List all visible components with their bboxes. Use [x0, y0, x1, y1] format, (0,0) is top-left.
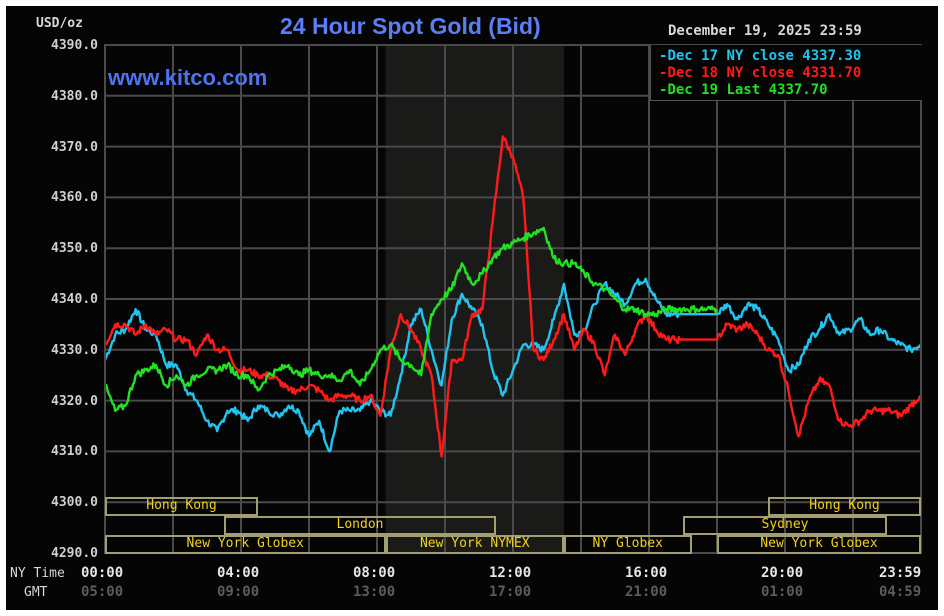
chart-datestamp: December 19, 2025 23:59 — [668, 23, 862, 39]
legend-label: Dec 18 NY close 4331.70 — [667, 65, 862, 81]
x-tick-label-ny: 08:00 — [353, 565, 396, 581]
legend-marker: - — [659, 82, 668, 98]
y-tick-label: 4350.0 — [51, 241, 98, 257]
session-box-new-york-globex — [105, 535, 386, 554]
y-tick-label: 4340.0 — [51, 292, 98, 307]
session-box-hong-kong — [105, 497, 258, 516]
ny-time-row-label: NY Time — [10, 566, 65, 581]
legend-item-dec19: -Dec 19 Last 4337.70 — [659, 82, 828, 98]
session-box-new-york-globex — [717, 535, 921, 554]
legend-marker: - — [659, 48, 668, 64]
x-tick-label-ny: 20:00 — [761, 565, 804, 581]
x-tick-label-gmt: 17:00 — [489, 584, 532, 600]
y-tick-label: 4360.0 — [51, 190, 98, 206]
y-tick-label: 4320.0 — [51, 393, 98, 409]
price-line-dec18 — [104, 135, 922, 458]
x-tick-label-ny: 12:00 — [489, 565, 532, 581]
x-tick-label-gmt: 13:00 — [353, 584, 396, 600]
legend-label: Dec 17 NY close 4337.30 — [667, 48, 862, 64]
chart-title: 24 Hour Spot Gold (Bid) — [280, 13, 541, 39]
x-tick-label-gmt: 01:00 — [761, 584, 804, 600]
x-tick-label-ny: 04:00 — [217, 565, 260, 581]
gmt-row-label: GMT — [24, 585, 48, 600]
session-box-new-york-nymex — [385, 535, 564, 554]
y-tick-label: 4290.0 — [51, 546, 98, 561]
session-label: New York Globex — [760, 536, 878, 551]
y-tick-label: 4390.0 — [51, 38, 98, 53]
session-label: New York Globex — [186, 536, 304, 551]
legend-item-dec18: -Dec 18 NY close 4331.70 — [659, 65, 861, 81]
session-box-sydney — [683, 516, 887, 535]
session-box-hong-kong — [768, 497, 921, 516]
website-watermark: www.kitco.com — [108, 65, 268, 90]
legend-label: Dec 19 Last 4337.70 — [667, 82, 828, 98]
session-box-london — [224, 516, 496, 535]
y-tick-label: 4380.0 — [51, 88, 98, 104]
session-label: Sydney — [761, 517, 809, 532]
x-tick-label-gmt: 21:00 — [625, 584, 668, 600]
session-label: NY Globex — [592, 536, 663, 551]
session-label: Hong Kong — [809, 498, 880, 513]
y-tick-label: 4310.0 — [51, 444, 98, 460]
session-label: Hong Kong — [146, 498, 217, 513]
y-tick-label: 4300.0 — [51, 495, 98, 511]
x-tick-label-ny: 16:00 — [625, 565, 668, 581]
price-line-dec19 — [104, 226, 719, 412]
session-box-ny-globex — [564, 535, 692, 554]
x-tick-label-ny: 23:59 — [879, 565, 922, 581]
y-tick-label: 4370.0 — [51, 139, 98, 155]
legend: -Dec 17 NY close 4337.30 -Dec 18 NY clos… — [650, 45, 922, 101]
legend-marker: - — [659, 65, 668, 81]
x-tick-label-ny: 00:00 — [81, 565, 124, 581]
y-tick-label: 4330.0 — [51, 342, 98, 358]
legend-item-dec17: -Dec 17 NY close 4337.30 — [659, 48, 861, 64]
session-label: London — [336, 517, 384, 532]
session-label: New York NYMEX — [419, 536, 530, 551]
y-axis-units: USD/oz — [36, 16, 83, 31]
x-tick-label-gmt: 09:00 — [217, 584, 260, 600]
x-tick-label-gmt: 04:59 — [879, 584, 922, 600]
price-line-dec17 — [103, 277, 922, 453]
x-tick-label-gmt: 05:00 — [81, 584, 124, 600]
